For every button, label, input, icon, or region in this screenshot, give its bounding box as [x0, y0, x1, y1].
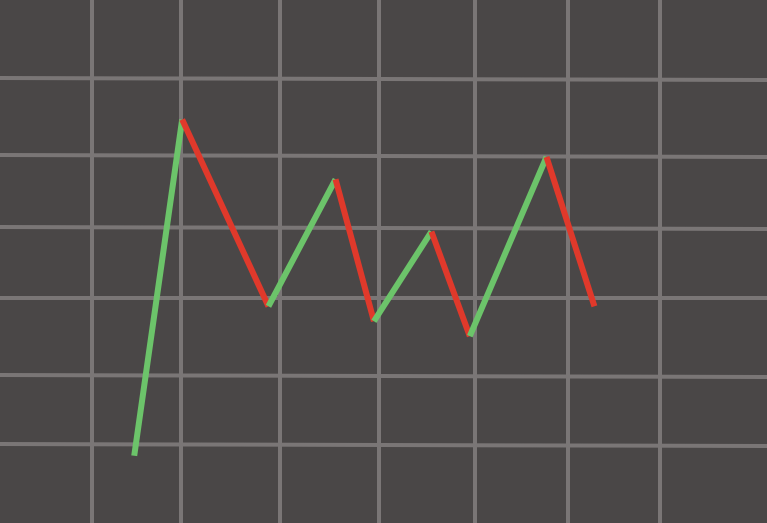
- grid-line: [0, 442, 767, 448]
- down-segment: [428, 230, 473, 338]
- down-segment: [543, 155, 598, 308]
- up-segment: [131, 119, 186, 457]
- down-segment: [179, 118, 272, 308]
- up-segment: [467, 155, 550, 338]
- grid-line: [0, 225, 767, 231]
- up-segment: [265, 177, 339, 308]
- grid-line: [0, 153, 767, 159]
- down-segment: [332, 178, 377, 323]
- grid-line: [0, 373, 767, 379]
- grid-line: [0, 76, 767, 82]
- up-segment: [371, 229, 434, 323]
